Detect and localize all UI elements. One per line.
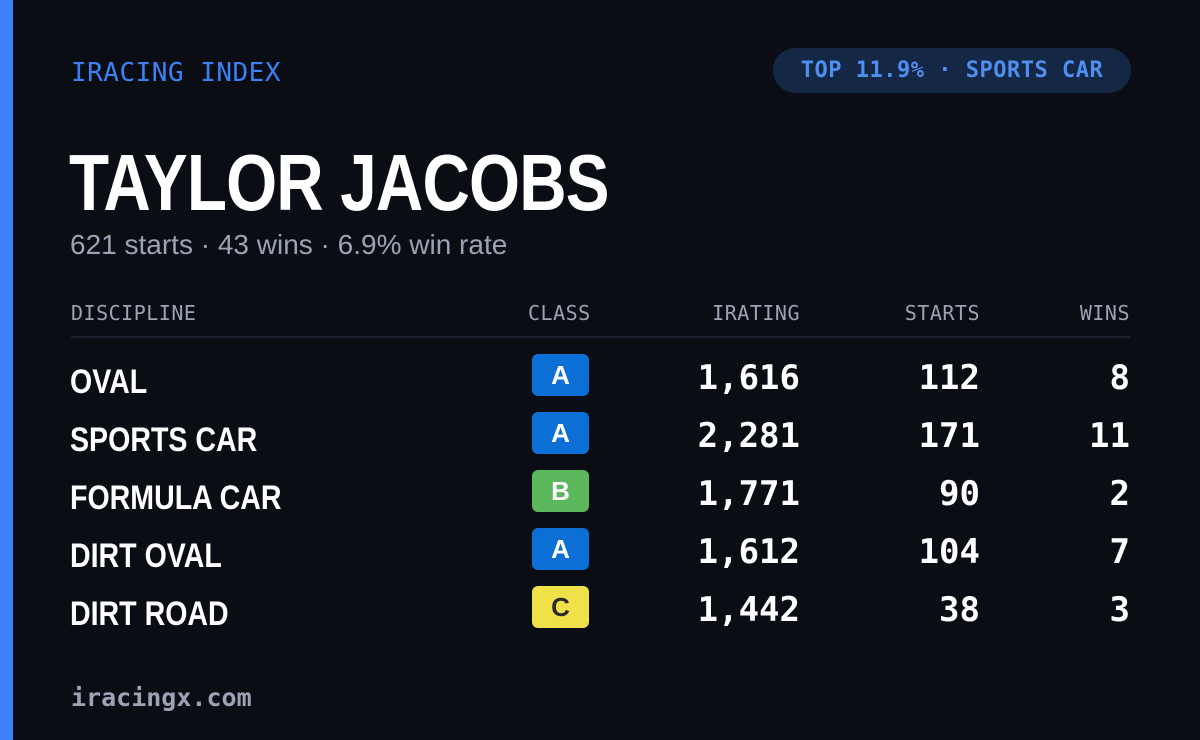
rank-badge: TOP 11.9% · SPORTS CAR [773, 48, 1131, 93]
starts-value: 171 [918, 416, 980, 456]
table-row: DIRT ROAD C 1,442 38 3 [0, 586, 1200, 644]
starts-value: 90 [939, 474, 980, 514]
wins-value: 2 [1109, 474, 1130, 514]
discipline-name: OVAL [70, 363, 148, 401]
column-header-wins: WINS [1079, 301, 1130, 325]
accent-bar [0, 0, 13, 740]
irating-value: 1,442 [697, 590, 800, 630]
wins-value: 11 [1089, 416, 1130, 456]
irating-value: 2,281 [697, 416, 800, 456]
column-header-class: CLASS [528, 301, 591, 325]
driver-name: TAYLOR JACOBS [69, 138, 610, 227]
class-badge: A [532, 354, 589, 396]
class-badge: B [532, 470, 589, 512]
starts-value: 104 [918, 532, 980, 572]
table-row: FORMULA CAR B 1,771 90 2 [0, 470, 1200, 528]
driver-summary: 621 starts · 43 wins · 6.9% win rate [70, 229, 508, 260]
table-row: DIRT OVAL A 1,612 104 7 [0, 528, 1200, 586]
class-badge: A [532, 412, 589, 454]
table-row: OVAL A 1,616 112 8 [0, 354, 1200, 412]
irating-value: 1,771 [697, 474, 800, 514]
column-header-starts: STARTS [904, 301, 980, 325]
wins-value: 7 [1109, 532, 1130, 572]
header-divider [71, 336, 1131, 338]
discipline-name: FORMULA CAR [70, 479, 282, 517]
irating-value: 1,612 [697, 532, 800, 572]
column-header-discipline: DISCIPLINE [71, 301, 197, 325]
starts-value: 112 [918, 358, 980, 398]
starts-value: 38 [939, 590, 980, 630]
discipline-name: DIRT OVAL [70, 537, 222, 575]
table-row: SPORTS CAR A 2,281 171 11 [0, 412, 1200, 470]
brand-title: IRACING INDEX [71, 58, 281, 88]
class-badge: A [532, 528, 589, 570]
wins-value: 8 [1109, 358, 1130, 398]
wins-value: 3 [1109, 590, 1130, 630]
discipline-name: DIRT ROAD [70, 595, 229, 633]
column-header-irating: IRATING [712, 301, 800, 325]
class-badge: C [532, 586, 589, 628]
discipline-name: SPORTS CAR [70, 421, 258, 459]
site-url: iracingx.com [71, 683, 252, 712]
irating-value: 1,616 [697, 358, 800, 398]
